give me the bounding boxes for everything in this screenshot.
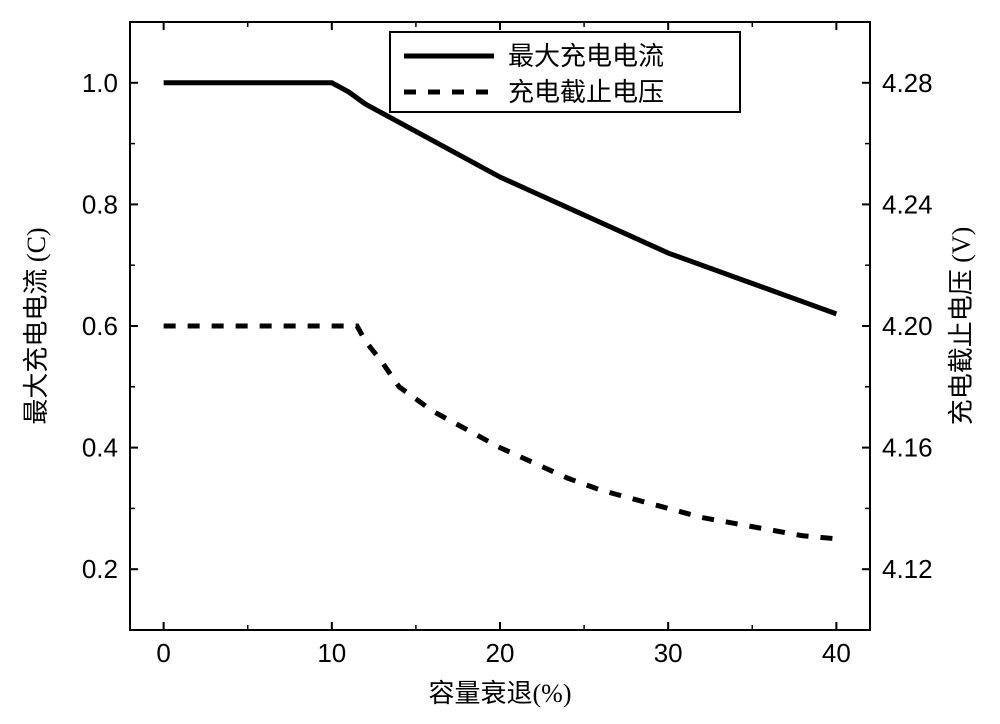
y-left-tick-label: 1.0 [82,68,118,98]
legend-label: 充电截止电压 [508,78,664,107]
x-tick-label: 10 [317,638,346,668]
y-right-tick-label: 4.28 [882,68,933,98]
legend-label: 最大充电电流 [508,42,664,71]
y-right-tick-label: 4.12 [882,554,933,584]
y-right-tick-label: 4.24 [882,189,933,219]
y-right-tick-label: 4.20 [882,311,933,341]
x-tick-label: 0 [156,638,170,668]
y-left-tick-label: 0.4 [82,433,118,463]
chart-container: 0 10 20 30 40 0.2 0.4 0.6 0.8 1.0 4.12 4.16 4.20 4.24… [0,0,1000,724]
y-right-tick-label: 4.16 [882,433,933,463]
y-left-tick-label: 0.8 [82,189,118,219]
y-left-axis-label: 最大充电电流 (C) [22,227,51,424]
x-tick-label: 30 [654,638,683,668]
x-tick-label: 20 [486,638,515,668]
x-axis-label: 容量衰退(%) [429,679,572,708]
y-left-tick-label: 0.2 [82,554,118,584]
x-tick-label: 40 [822,638,851,668]
chart-svg: 0 10 20 30 40 0.2 0.4 0.6 0.8 1.0 4.12 4.16 4.20 4.24… [0,0,1000,724]
y-left-tick-label: 0.6 [82,311,118,341]
y-right-axis-label: 充电截止电压 (V) [947,227,976,426]
